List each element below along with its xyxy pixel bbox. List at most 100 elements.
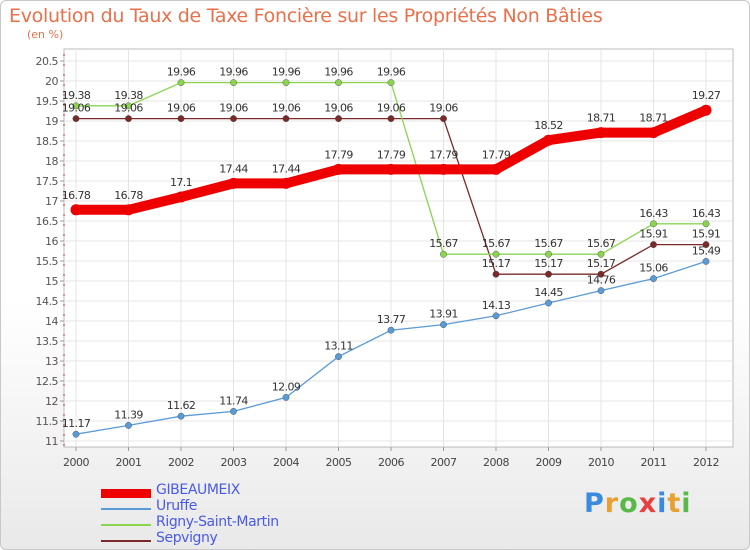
data-label: 19.06 (377, 102, 406, 115)
data-label: 14.76 (587, 274, 616, 287)
data-point (702, 257, 710, 265)
data-label: 13.11 (324, 340, 353, 353)
data-label: 17.44 (272, 162, 301, 175)
y-tick-label: 17.5 (36, 175, 59, 188)
data-label: 19.06 (219, 102, 248, 115)
data-point (333, 163, 344, 175)
data-label: 15.67 (534, 237, 563, 250)
data-point (123, 204, 134, 216)
data-point (440, 250, 447, 258)
data-label: 11.17 (62, 417, 91, 430)
data-point (72, 430, 80, 438)
data-label: 19.06 (62, 102, 91, 115)
data-label: 17.44 (219, 162, 248, 175)
data-label: 14.13 (482, 299, 511, 312)
data-label: 16.43 (639, 207, 668, 220)
data-point (335, 353, 342, 360)
data-point (597, 287, 605, 294)
data-label: 17.79 (324, 148, 353, 161)
data-label: 19.96 (167, 66, 196, 79)
data-label: 13.77 (377, 313, 406, 326)
data-point (125, 102, 132, 110)
data-label: 15.91 (639, 228, 668, 241)
data-label: 16.78 (62, 189, 91, 202)
data-point (492, 270, 500, 278)
data-label: 15.67 (429, 237, 458, 250)
data-label: 19.96 (219, 66, 248, 79)
data-label: 19.06 (114, 102, 143, 115)
y-tick-label: 11 (45, 435, 58, 448)
x-tick-label: 2012 (693, 456, 719, 469)
data-label: 15.67 (482, 237, 511, 250)
y-tick-label: 20.5 (36, 55, 59, 68)
data-point (177, 115, 185, 123)
data-label: 18.52 (534, 119, 563, 132)
data-label: 15.17 (587, 257, 616, 270)
data-point (702, 241, 710, 249)
data-point (545, 250, 552, 258)
data-label: 19.96 (324, 66, 353, 79)
logo-letter: i (657, 488, 668, 519)
data-label: 16.78 (114, 189, 143, 202)
data-label: 15.91 (692, 228, 721, 241)
logo-letter: i (681, 488, 692, 519)
x-tick-label: 2006 (378, 456, 404, 469)
data-label: 19.06 (272, 102, 301, 115)
data-label: 14.45 (534, 286, 563, 299)
data-point (595, 127, 607, 139)
legend-swatch (101, 488, 151, 498)
proxiti-logo: Proxiti (584, 488, 692, 519)
data-label: 15.06 (639, 262, 668, 275)
data-point (230, 407, 237, 415)
data-point (545, 299, 552, 307)
data-point (280, 177, 292, 189)
data-point (177, 412, 185, 420)
data-point (72, 102, 80, 110)
data-point (70, 204, 82, 216)
data-label: 18.71 (639, 112, 668, 125)
data-label: 16.43 (692, 207, 721, 220)
data-point (335, 79, 342, 87)
data-point (438, 163, 449, 175)
logo-letter: o (619, 488, 639, 519)
data-label: 19.38 (114, 89, 143, 102)
data-point (385, 163, 397, 175)
data-point (335, 115, 342, 123)
y-tick-label: 13 (45, 355, 58, 368)
y-tick-label: 15.5 (36, 255, 59, 268)
data-point (492, 312, 500, 320)
y-tick-label: 13.5 (36, 335, 59, 348)
y-tick-label: 12.5 (36, 375, 59, 388)
data-point (440, 115, 447, 123)
data-label: 17.79 (482, 148, 511, 161)
y-tick-label: 17 (45, 195, 58, 208)
y-tick-label: 16.5 (36, 215, 59, 228)
data-point (72, 115, 80, 123)
chart-title: Evolution du Taux de Taxe Foncière sur l… (9, 5, 603, 27)
data-point (125, 115, 132, 123)
data-point (545, 270, 552, 278)
data-point (440, 321, 447, 328)
data-point (597, 270, 605, 278)
y-tick-label: 20 (45, 75, 58, 88)
legend-label: Rigny-Saint-Martin (156, 514, 279, 530)
data-label: 15.17 (534, 257, 563, 270)
data-point (597, 250, 605, 258)
y-tick-label: 12 (45, 395, 58, 408)
data-label: 19.27 (692, 89, 721, 102)
data-point (230, 115, 237, 123)
data-point (228, 177, 239, 189)
legend-label: Uruffe (156, 498, 197, 514)
data-label: 17.79 (429, 148, 458, 161)
data-point (387, 79, 395, 87)
logo-letter: t (667, 488, 682, 519)
legend-label: Sepvigny (156, 530, 218, 546)
logo-letter: x (638, 488, 658, 519)
data-point (282, 79, 290, 87)
data-label: 19.06 (429, 102, 458, 115)
x-tick-label: 2010 (588, 456, 614, 469)
logo-letter: r (604, 488, 620, 519)
x-tick-label: 2008 (483, 456, 509, 469)
data-label: 15.17 (482, 257, 511, 270)
